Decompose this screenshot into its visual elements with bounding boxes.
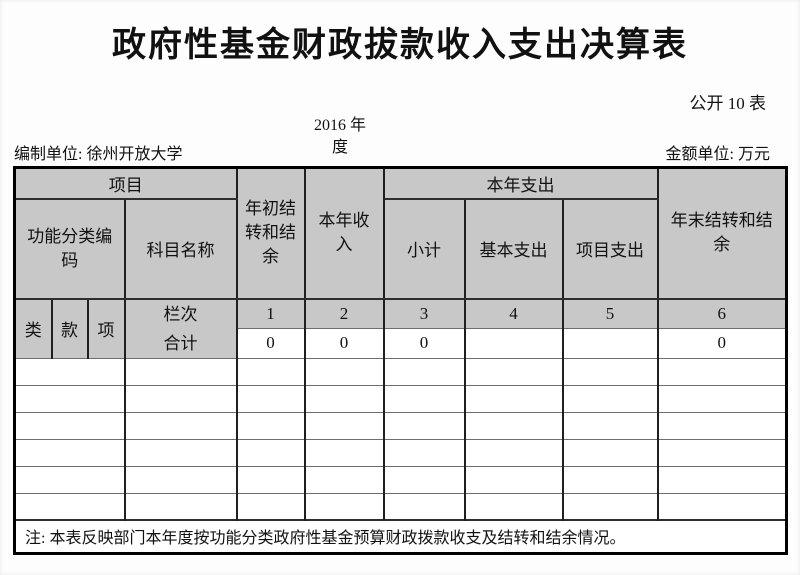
prepared-by-label: 编制单位: 徐州开放大学 bbox=[14, 146, 183, 163]
header-row-2: 功能分类编 码 科目名称 小计 基本支出 项目支出 bbox=[13, 198, 787, 300]
note-row: 注: 本表反映部门本年度按功能分类政府性基金预算财政拨款收支及结转和结余情况。 bbox=[13, 519, 788, 554]
empty-code-cell bbox=[13, 438, 126, 467]
table-note: 注: 本表反映部门本年度按功能分类政府性基金预算财政拨款收支及结转和结余情况。 bbox=[13, 519, 788, 554]
empty-cell bbox=[656, 411, 788, 440]
empty-cell bbox=[463, 384, 564, 413]
table-row bbox=[13, 384, 788, 413]
empty-cell bbox=[463, 411, 564, 440]
empty-cell bbox=[123, 357, 238, 386]
header-cell-year-expense-group: 本年支出 bbox=[382, 167, 659, 200]
empty-cell bbox=[463, 492, 564, 521]
column-index-row: 类 款 项 栏次 合计 1 2 3 4 5 6 bbox=[13, 298, 788, 359]
empty-cell bbox=[123, 438, 238, 467]
empty-cell bbox=[656, 465, 788, 494]
empty-cell bbox=[561, 492, 659, 521]
column-index-label: 栏次 bbox=[163, 304, 198, 324]
header-cell-row-labels: 栏次 合计 bbox=[123, 298, 238, 359]
header-cell-begin-balance: 年初结 转和结 余 bbox=[235, 167, 306, 300]
column-number-cell: 5 bbox=[561, 298, 659, 329]
empty-cell bbox=[561, 384, 659, 413]
table-row bbox=[13, 438, 788, 467]
public-table-label: 公开 10 表 bbox=[689, 94, 767, 113]
empty-cell bbox=[561, 411, 659, 440]
empty-cell bbox=[561, 465, 659, 494]
empty-cell bbox=[382, 465, 466, 494]
empty-cell bbox=[463, 438, 564, 467]
empty-cell bbox=[303, 384, 385, 413]
header-cell-project-expense: 项目支出 bbox=[561, 198, 659, 300]
empty-code-cell bbox=[13, 384, 126, 413]
column-number-cell: 4 bbox=[463, 298, 564, 329]
column-number-cell: 3 bbox=[382, 298, 466, 329]
total-row: 0 0 0 0 bbox=[15, 327, 788, 359]
header-cell-end-balance: 年末结转和结 余 bbox=[656, 167, 788, 300]
header-row-1: 项目 年初结 转和结 余 本年收 入 本年支出 年末结转和结 余 bbox=[13, 167, 788, 300]
empty-cell bbox=[463, 357, 564, 386]
total-value-cell bbox=[463, 327, 564, 359]
empty-code-cell bbox=[13, 411, 126, 440]
empty-cell bbox=[382, 411, 466, 440]
total-value-cell bbox=[561, 327, 659, 359]
empty-cell bbox=[382, 492, 466, 521]
empty-cell bbox=[382, 438, 466, 467]
empty-cell bbox=[656, 357, 788, 386]
empty-cell bbox=[123, 411, 238, 440]
header-cell-func-code: 功能分类编 码 bbox=[13, 198, 126, 300]
empty-cell bbox=[463, 465, 564, 494]
header-cell-class: 类 bbox=[13, 298, 53, 359]
table-row bbox=[13, 411, 788, 440]
empty-cell bbox=[123, 384, 238, 413]
header-cell-item: 项 bbox=[86, 298, 126, 359]
fund-statement-table: 项目 年初结 转和结 余 本年收 入 本年支出 年末结转和结 余 功能分类编 码… bbox=[13, 166, 789, 555]
header-cell-section: 款 bbox=[50, 298, 89, 359]
table-row bbox=[13, 357, 788, 386]
empty-cell bbox=[656, 438, 788, 467]
table-row bbox=[13, 492, 788, 521]
total-value-cell: 0 bbox=[656, 327, 788, 359]
column-number-cell: 6 bbox=[656, 298, 788, 329]
header-cell-item-group: 项目 bbox=[13, 167, 238, 200]
header-cell-subject-name: 科目名称 bbox=[123, 198, 238, 300]
amount-unit-label: 金额单位: 万元 bbox=[665, 146, 770, 163]
empty-cell bbox=[123, 465, 238, 494]
empty-cell bbox=[235, 384, 306, 413]
total-value-cell: 0 bbox=[382, 327, 466, 359]
empty-cell bbox=[382, 384, 466, 413]
empty-cell bbox=[235, 492, 306, 521]
empty-cell bbox=[656, 384, 788, 413]
header-cell-year-income: 本年收 入 bbox=[303, 167, 385, 300]
empty-cell bbox=[303, 357, 385, 386]
empty-cell bbox=[235, 438, 306, 467]
empty-cell bbox=[382, 357, 466, 386]
empty-cell bbox=[235, 411, 306, 440]
header-cell-subtotal: 小计 bbox=[382, 198, 466, 300]
empty-cell bbox=[235, 357, 306, 386]
empty-cell bbox=[656, 492, 788, 521]
total-value-cell: 0 bbox=[303, 327, 385, 359]
empty-cell bbox=[303, 465, 385, 494]
column-number-cell: 2 bbox=[303, 298, 385, 329]
total-value-cell: 0 bbox=[235, 327, 306, 359]
header-cell-basic-expense: 基本支出 bbox=[463, 198, 564, 300]
fiscal-year-label: 2016 年 度 bbox=[313, 117, 366, 156]
page-title: 政府性基金财政拔款收入支出决算表 bbox=[112, 27, 688, 64]
empty-cell bbox=[303, 492, 385, 521]
empty-code-cell bbox=[13, 465, 126, 494]
empty-cell bbox=[561, 438, 659, 467]
empty-cell bbox=[303, 411, 385, 440]
column-number-cell: 1 bbox=[235, 298, 306, 329]
total-row-label: 合计 bbox=[163, 333, 198, 353]
table-row bbox=[13, 465, 788, 494]
empty-cell bbox=[303, 438, 385, 467]
empty-cell bbox=[561, 357, 659, 386]
empty-cell bbox=[235, 465, 306, 494]
empty-code-cell bbox=[13, 492, 126, 521]
empty-cell bbox=[123, 492, 238, 521]
empty-code-cell bbox=[13, 357, 126, 386]
